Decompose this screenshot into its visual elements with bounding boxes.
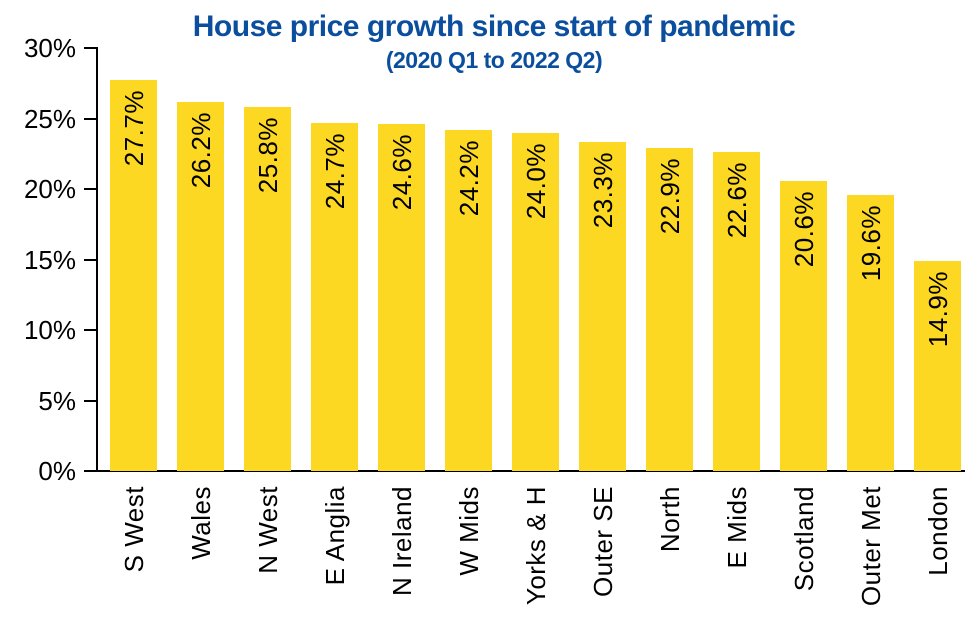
x-axis-line: [96, 470, 965, 472]
x-tick-label: E Mids: [721, 486, 752, 569]
bar-value-label: 26.2%: [185, 112, 216, 189]
x-tick-label: Outer Met: [855, 486, 886, 607]
y-tick-mark: [84, 400, 97, 402]
bar-value-label: 25.8%: [252, 117, 283, 194]
bar-value-label: 24.6%: [386, 134, 417, 211]
y-tick-label: 10%: [23, 315, 76, 345]
x-tick-label: W Mids: [453, 486, 484, 576]
bar-value-label: 14.9%: [922, 271, 953, 348]
bar-value-label: 23.3%: [587, 152, 618, 229]
bar-value-label: 24.7%: [319, 133, 350, 210]
x-tick-label: S West: [118, 486, 149, 573]
bar-value-label: 22.9%: [654, 158, 685, 235]
bar: [177, 102, 224, 471]
bar: [713, 152, 760, 471]
bar: [110, 80, 157, 471]
x-tick-label: N West: [252, 486, 283, 574]
y-tick-label: 5%: [38, 386, 76, 416]
chart-title: House price growth since start of pandem…: [192, 10, 796, 43]
y-tick-label: 30%: [23, 33, 76, 63]
bar: [579, 142, 626, 471]
bar-value-label: 24.0%: [520, 143, 551, 220]
bar: [244, 107, 291, 471]
x-tick-label: Yorks & H: [520, 486, 551, 606]
x-tick-label: Scotland: [788, 486, 819, 592]
bar: [646, 148, 693, 471]
y-tick-label: 0%: [38, 456, 76, 486]
bar-value-label: 20.6%: [788, 191, 819, 268]
bar: [847, 195, 894, 471]
bar-value-label: 19.6%: [855, 205, 886, 282]
y-tick-mark: [84, 188, 97, 190]
bar-value-label: 27.7%: [118, 90, 149, 167]
x-tick-label: North: [654, 486, 685, 553]
y-tick-mark: [84, 118, 97, 120]
y-tick-mark: [84, 470, 97, 472]
bar: [512, 133, 559, 471]
y-tick-label: 20%: [23, 174, 76, 204]
x-tick-label: E Anglia: [319, 486, 350, 586]
y-tick-mark: [84, 329, 97, 331]
y-axis-line: [96, 47, 98, 472]
bar: [311, 123, 358, 471]
x-tick-label: Outer SE: [587, 486, 618, 597]
chart-subtitle: (2020 Q1 to 2022 Q2): [385, 47, 603, 73]
bar-value-label: 24.2%: [453, 140, 484, 217]
y-tick-label: 15%: [23, 245, 76, 275]
bar: [780, 181, 827, 471]
y-tick-mark: [84, 47, 97, 49]
bar: [445, 130, 492, 471]
y-tick-label: 25%: [23, 104, 76, 134]
bar: [378, 124, 425, 471]
y-tick-mark: [84, 259, 97, 261]
x-tick-label: N Ireland: [386, 486, 417, 596]
bar: [914, 261, 961, 471]
x-tick-label: London: [922, 486, 953, 576]
bar-value-label: 22.6%: [721, 162, 752, 239]
x-tick-label: Wales: [185, 486, 216, 560]
